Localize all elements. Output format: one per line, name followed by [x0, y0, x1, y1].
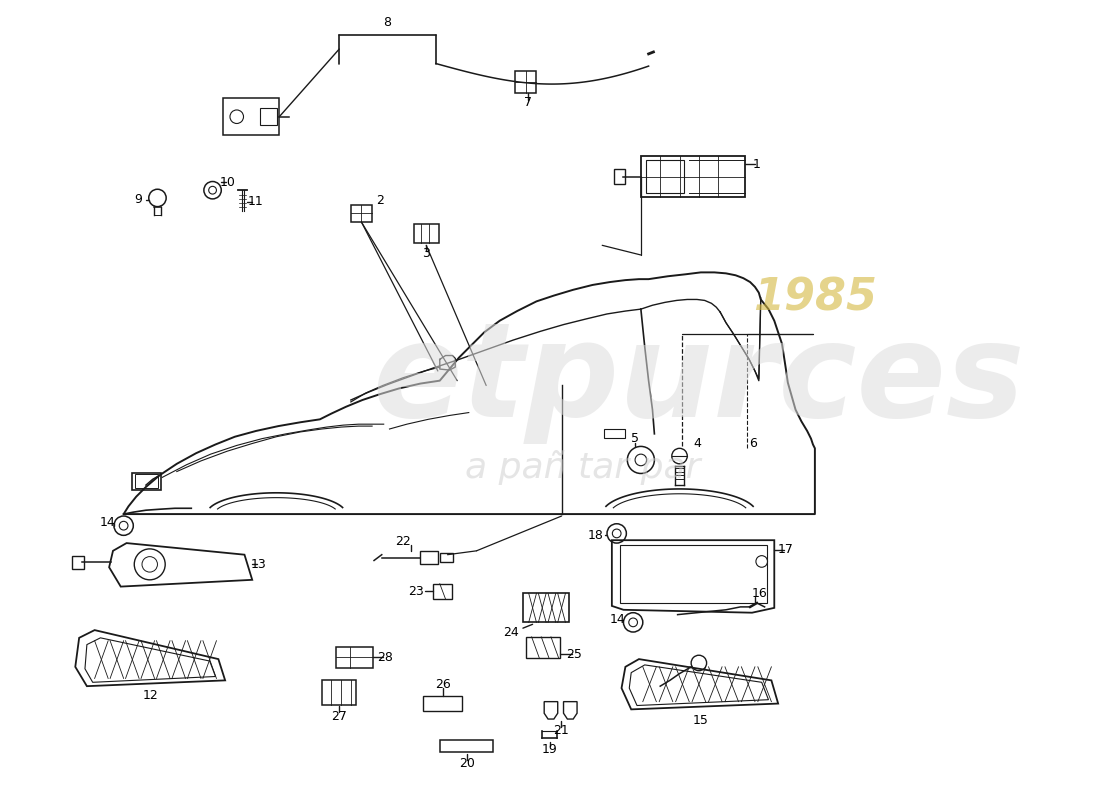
Text: 23: 23 [408, 585, 424, 598]
Text: 1: 1 [752, 158, 761, 170]
Bar [614, 169, 626, 185]
Bar [646, 160, 684, 193]
Bar [420, 551, 438, 564]
Bar [260, 108, 277, 126]
Bar [337, 646, 373, 668]
Bar [73, 556, 84, 569]
Text: 19: 19 [542, 743, 558, 757]
Bar [433, 584, 452, 599]
Text: 21: 21 [552, 724, 569, 737]
Bar [132, 473, 162, 490]
Bar [604, 429, 626, 438]
Bar [414, 224, 439, 243]
Text: 3: 3 [422, 246, 430, 259]
Text: 27: 27 [331, 710, 348, 722]
Text: 18: 18 [587, 529, 604, 542]
Text: 10: 10 [220, 176, 236, 189]
Text: 2: 2 [376, 194, 384, 207]
Bar [515, 71, 537, 93]
Text: 14: 14 [609, 613, 626, 626]
Text: 17: 17 [778, 543, 794, 556]
Bar [440, 740, 493, 752]
Bar [135, 474, 158, 488]
Text: 7: 7 [524, 96, 531, 109]
Text: etpurces: etpurces [373, 317, 1025, 444]
Text: 12: 12 [143, 690, 158, 702]
Text: 28: 28 [376, 650, 393, 664]
Text: 6: 6 [749, 437, 757, 450]
Text: 15: 15 [693, 714, 708, 727]
Text: 14: 14 [99, 516, 116, 530]
Bar [424, 696, 462, 711]
Bar [322, 680, 355, 705]
Text: 26: 26 [434, 678, 451, 690]
Text: 4: 4 [693, 437, 701, 450]
Text: 5: 5 [631, 432, 639, 445]
Text: 8: 8 [384, 17, 392, 30]
Text: 25: 25 [566, 648, 582, 661]
Bar [440, 553, 453, 562]
Bar [619, 545, 767, 603]
Text: 1985: 1985 [752, 277, 877, 320]
Text: 9: 9 [134, 194, 142, 206]
Text: 11: 11 [248, 195, 263, 208]
Text: 24: 24 [504, 626, 519, 638]
Bar [522, 594, 570, 622]
Text: 13: 13 [251, 558, 267, 571]
Bar [351, 205, 372, 222]
Bar [641, 156, 746, 197]
Text: 16: 16 [752, 587, 768, 600]
Text: 22: 22 [395, 534, 411, 548]
Bar [526, 637, 560, 658]
Text: 20: 20 [459, 757, 475, 770]
Text: a pañ tar par: a pañ tar par [465, 450, 701, 485]
Bar [223, 98, 279, 135]
